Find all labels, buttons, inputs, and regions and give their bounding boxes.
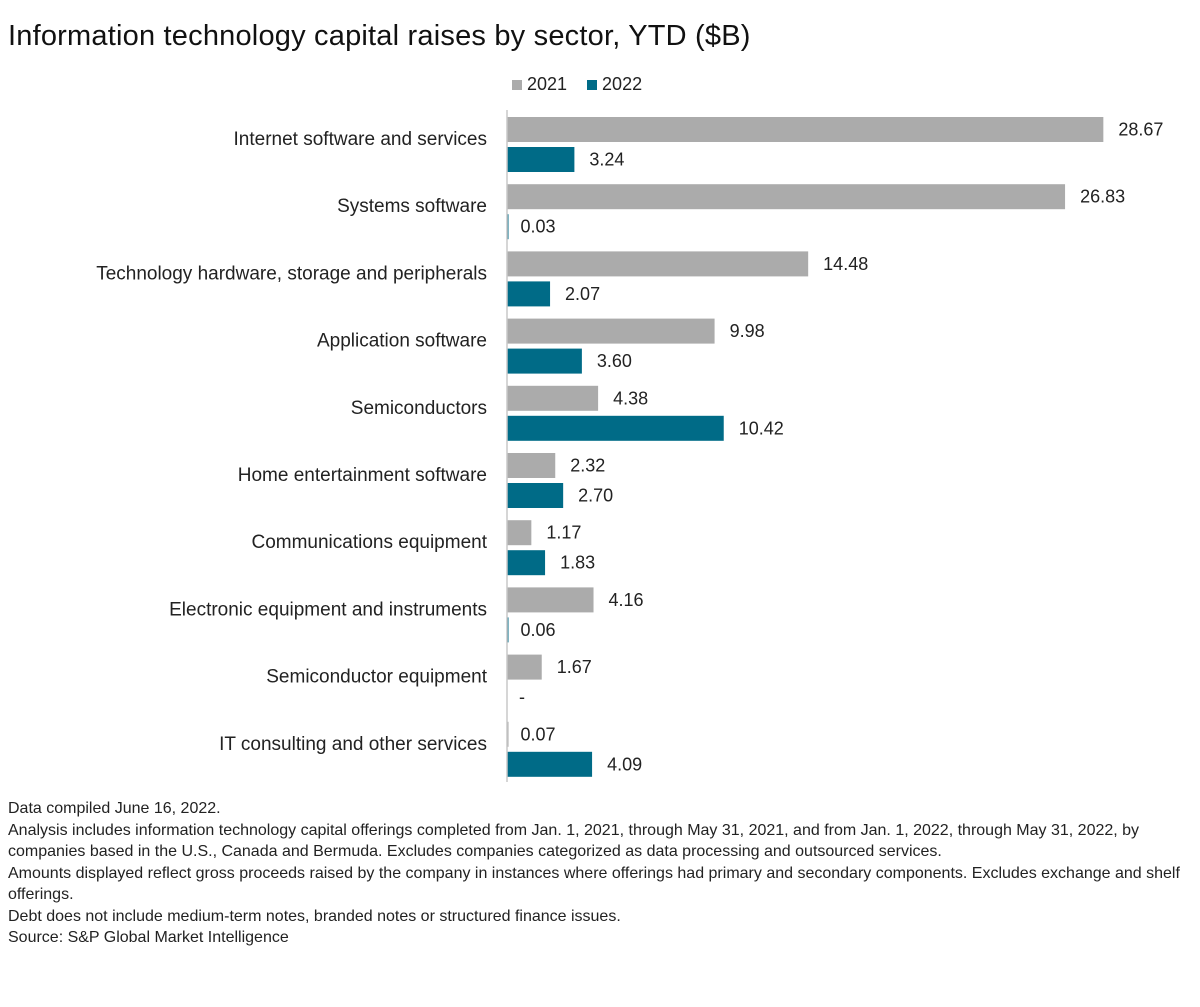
legend-swatch-2022 [587,79,598,90]
bar-2022-technology-hardware-storage-and-peripherals [507,281,551,307]
bar-2022-application-software [507,348,582,374]
data-label-2021-semiconductor-equipment: 1.67 [557,657,592,677]
data-label-2021-it-consulting-and-other-services: 0.07 [521,724,556,744]
bar-2022-semiconductors [507,415,724,441]
data-label-2022-home-entertainment-software: 2.70 [578,486,613,506]
note-amounts: Amounts displayed reflect gross proceeds… [8,864,1180,904]
data-label-2021-semiconductors: 4.38 [613,388,648,408]
legend-item-2022: 2022 [587,74,642,95]
data-label-2022-semiconductor-equipment: - [519,687,525,707]
category-label-communications-equipment: Communications equipment [251,532,487,553]
bar-2022-internet-software-and-services [507,147,575,172]
bar-2022-home-entertainment-software [507,483,564,508]
note-analysis: Analysis includes information technology… [8,821,1140,861]
bar-2021-application-software [507,318,715,344]
data-label-2022-it-consulting-and-other-services: 4.09 [607,754,642,774]
legend-label-2022: 2022 [602,74,643,94]
category-label-systems-software: Systems software [337,196,487,217]
category-label-it-consulting-and-other-services: IT consulting and other services [219,734,487,755]
bar-2021-semiconductors [507,385,599,411]
category-label-electronic-equipment-and-instruments: Electronic equipment and instruments [169,599,487,620]
category-label-semiconductor-equipment: Semiconductor equipment [266,667,487,688]
category-label-semiconductors: Semiconductors [351,398,487,419]
note-debt: Debt does not include medium-term notes,… [8,907,621,925]
chart-title: Information technology capital raises by… [8,20,751,52]
bar-2021-internet-software-and-services [507,117,1104,142]
data-label-2022-technology-hardware-storage-and-peripherals: 2.07 [565,284,600,304]
category-label-technology-hardware-storage-and-peripherals: Technology hardware, storage and periphe… [96,263,487,284]
data-label-2022-electronic-equipment-and-instruments: 0.06 [521,620,556,640]
category-label-application-software: Application software [317,331,487,352]
data-label-2021-application-software: 9.98 [730,321,765,341]
bar-2021-home-entertainment-software [507,453,556,478]
legend-item-2021: 2021 [512,74,567,95]
bar-chart: Internet software and services 28.67 3.24 S… [96,110,1163,782]
bar-2021-semiconductor-equipment [507,654,542,680]
data-label-2022-communications-equipment: 1.83 [560,553,595,573]
data-label-2022-application-software: 3.60 [597,351,632,371]
data-label-2021-systems-software: 26.83 [1080,187,1125,207]
bar-2022-it-consulting-and-other-services [507,751,593,777]
bar-2021-systems-software [507,184,1066,210]
data-label-2021-electronic-equipment-and-instruments: 4.16 [609,590,644,610]
data-label-2021-communications-equipment: 1.17 [546,523,581,543]
bar-2021-electronic-equipment-and-instruments [507,587,594,613]
note-source: Source: S&P Global Market Intelligence [8,929,289,946]
data-label-2022-systems-software: 0.03 [521,217,556,237]
data-label-2021-home-entertainment-software: 2.32 [570,456,605,476]
data-label-2022-semiconductors: 10.42 [739,418,784,438]
legend-label-2021: 2021 [527,74,568,94]
bar-2022-communications-equipment [507,550,546,576]
category-label-home-entertainment-software: Home entertainment software [238,465,487,486]
bar-2021-communications-equipment [507,520,532,546]
legend-swatch-2021 [512,79,522,90]
footnotes: Data compiled June 16, 2022. Analysis in… [8,798,1198,949]
bar-2021-technology-hardware-storage-and-peripherals [507,251,809,277]
legend: 2021 2022 [512,74,662,95]
note-compiled: Data compiled June 16, 2022. [8,800,221,817]
data-label-2022-internet-software-and-services: 3.24 [589,150,624,170]
data-label-2021-technology-hardware-storage-and-peripherals: 14.48 [823,254,868,274]
category-label-internet-software-and-services: Internet software and services [234,129,487,150]
data-label-2021-internet-software-and-services: 28.67 [1118,120,1163,140]
